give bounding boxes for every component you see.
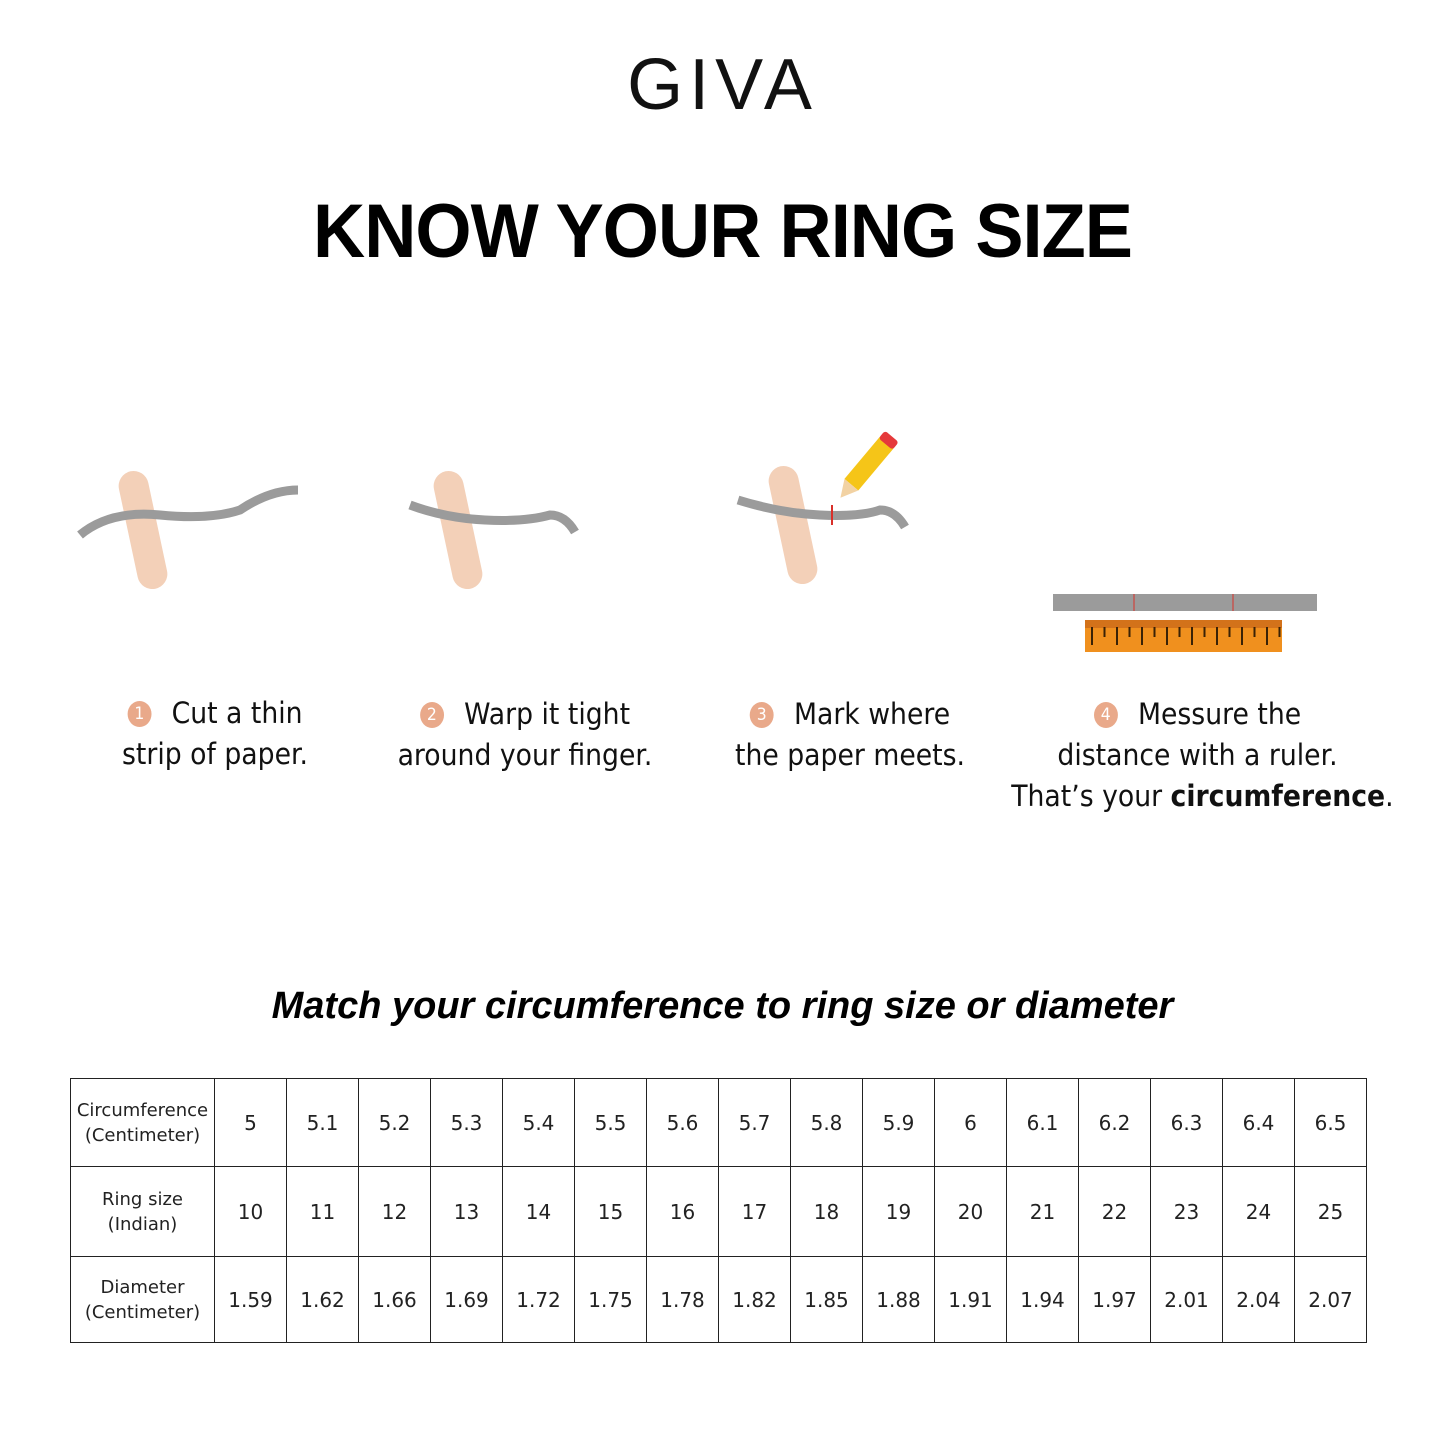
circumference-emphasis: circumference bbox=[1170, 779, 1386, 813]
table-cell: 24 bbox=[1222, 1166, 1295, 1257]
table-cell: 5 bbox=[214, 1078, 287, 1167]
hand-paper-wrapped-icon bbox=[408, 470, 579, 590]
table-cell: 11 bbox=[286, 1166, 359, 1257]
step-number-badge: 2 bbox=[419, 702, 444, 728]
row-header: Diameter (Centimeter) bbox=[70, 1256, 215, 1343]
page-title: KNOW YOUR RING SIZE bbox=[313, 189, 1133, 274]
table-cell: 1.88 bbox=[862, 1256, 935, 1343]
table-cell: 1.62 bbox=[286, 1256, 359, 1343]
table-cell: 5.7 bbox=[718, 1078, 791, 1167]
table-cell: 5.9 bbox=[862, 1078, 935, 1167]
table-cell: 6 bbox=[934, 1078, 1007, 1167]
step-4-caption: 4 Messure the distance with a ruler. That… bbox=[1011, 697, 1394, 813]
hand-shape bbox=[433, 470, 483, 590]
table-cell: 6.2 bbox=[1078, 1078, 1151, 1167]
table-cell: 6.3 bbox=[1150, 1078, 1223, 1167]
table-cell: 23 bbox=[1150, 1166, 1223, 1257]
table-cell: 1.72 bbox=[502, 1256, 575, 1343]
table-cell: 16 bbox=[646, 1166, 719, 1257]
table-cell: 1.94 bbox=[1006, 1256, 1079, 1343]
table-cell: 1.82 bbox=[718, 1256, 791, 1343]
table-cell: 22 bbox=[1078, 1166, 1151, 1257]
table-cell: 20 bbox=[934, 1166, 1007, 1257]
row-header: Ring size (Indian) bbox=[70, 1166, 215, 1257]
table-cell: 10 bbox=[214, 1166, 287, 1257]
table-row: Ring size (Indian) 10 11 12 13 14 15 16 17 18 19 20 2… bbox=[70, 1166, 1367, 1257]
table-cell: 6.5 bbox=[1294, 1078, 1367, 1167]
table-cell: 14 bbox=[502, 1166, 575, 1257]
giva-logo: GIVA bbox=[627, 45, 818, 125]
table-cell: 5.2 bbox=[358, 1078, 431, 1167]
step-3-caption: 3 Mark where the paper meets. bbox=[734, 697, 965, 772]
ring-size-table: Circumference (Centimeter) 5 5.1 5.2 5.3 5.4 5.… bbox=[70, 1078, 1367, 1343]
step-1-caption: 1 Cut a thin strip of paper. bbox=[121, 696, 308, 771]
pencil-icon bbox=[840, 431, 898, 498]
table-cell: 5.8 bbox=[790, 1078, 863, 1167]
table-cell: 1.75 bbox=[574, 1256, 647, 1343]
table-cell: 2.04 bbox=[1222, 1256, 1295, 1343]
table-cell: 25 bbox=[1294, 1166, 1367, 1257]
table-cell: 2.01 bbox=[1150, 1256, 1223, 1343]
hand-shape bbox=[118, 470, 168, 590]
table-cell: 1.97 bbox=[1078, 1256, 1151, 1343]
table-cell: 15 bbox=[574, 1166, 647, 1257]
table-cell: 21 bbox=[1006, 1166, 1079, 1257]
table-cell: 1.91 bbox=[934, 1256, 1007, 1343]
table-cell: 5.3 bbox=[430, 1078, 503, 1167]
table-cell: 12 bbox=[358, 1166, 431, 1257]
step-number-badge: 1 bbox=[127, 701, 152, 727]
hand-shape bbox=[768, 465, 818, 585]
table-cell: 5.4 bbox=[502, 1078, 575, 1167]
step-number-badge: 4 bbox=[1093, 702, 1118, 728]
table-cell: 1.69 bbox=[430, 1256, 503, 1343]
table-cell: 1.59 bbox=[214, 1256, 287, 1343]
hand-pencil-mark-icon bbox=[736, 431, 909, 585]
table-row: Circumference (Centimeter) 5 5.1 5.2 5.3 5.4 5.… bbox=[70, 1078, 1367, 1167]
hand-with-paper-strip-icon bbox=[77, 470, 299, 590]
table-cell: 5.6 bbox=[646, 1078, 719, 1167]
table-cell: 18 bbox=[790, 1166, 863, 1257]
table-row: Diameter (Centimeter) 1.59 1.62 1.66 1.69 1.72… bbox=[70, 1256, 1367, 1343]
table-cell: 2.07 bbox=[1294, 1256, 1367, 1343]
table-cell: 5.1 bbox=[286, 1078, 359, 1167]
table-cell: 1.78 bbox=[646, 1256, 719, 1343]
table-subtitle: Match your circumference to ring size or… bbox=[271, 985, 1174, 1027]
step-2-caption: 2 Warp it tight around your finger. bbox=[397, 697, 653, 772]
table-cell: 5.5 bbox=[574, 1078, 647, 1167]
ruler-icon bbox=[1053, 594, 1317, 652]
table-cell: 13 bbox=[430, 1166, 503, 1257]
table-cell: 19 bbox=[862, 1166, 935, 1257]
table-cell: 1.66 bbox=[358, 1256, 431, 1343]
table-cell: 1.85 bbox=[790, 1256, 863, 1343]
step-number-badge: 3 bbox=[749, 702, 774, 728]
table-cell: 6.4 bbox=[1222, 1078, 1295, 1167]
row-header: Circumference (Centimeter) bbox=[70, 1078, 215, 1167]
table-cell: 6.1 bbox=[1006, 1078, 1079, 1167]
table-cell: 17 bbox=[718, 1166, 791, 1257]
